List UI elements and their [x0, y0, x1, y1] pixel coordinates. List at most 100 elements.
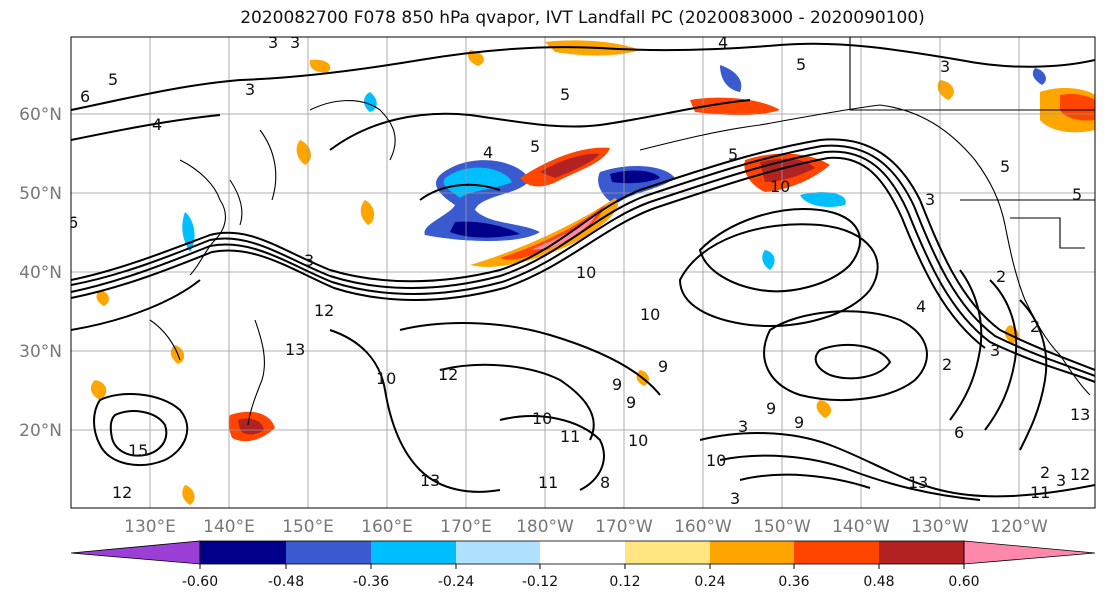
contour-label: 12 — [112, 483, 132, 502]
lon-label: 140°E — [203, 517, 255, 537]
lat-label: 40°N — [19, 263, 62, 283]
colorbar-tick-label: -0.24 — [438, 574, 474, 590]
contour-label: 3 — [268, 33, 278, 52]
contour-label: 13 — [908, 473, 928, 492]
lat-label: 50°N — [19, 184, 62, 204]
contour-label: 12 — [314, 301, 334, 320]
colorbar-segment — [456, 541, 540, 564]
colorbar-tick-label: 0.24 — [694, 574, 725, 590]
longitude-labels: 130°E 140°E 150°E 160°E 170°E 180°W 170°… — [124, 517, 1048, 537]
colorbar-segment — [879, 541, 964, 564]
contour-label: 12 — [1070, 465, 1090, 484]
contour-label: 3 — [990, 341, 1000, 360]
colorbar-segment — [371, 541, 456, 564]
colorbar-segment — [286, 541, 371, 564]
contour-label: 4 — [483, 143, 493, 162]
contour-label: 13 — [1070, 405, 1090, 424]
lon-label: 150°E — [282, 517, 334, 537]
contour-label: 10 — [376, 369, 396, 388]
colorbar-tick-label: -0.12 — [522, 574, 558, 590]
contour-label: 5 — [1072, 185, 1082, 204]
colorbar-extend-low — [70, 540, 201, 565]
lon-label: 130°E — [124, 517, 176, 537]
contour-label: 3 — [940, 57, 950, 76]
lon-label: 140°W — [832, 517, 890, 537]
colorbar-tick-label: 0.48 — [863, 574, 894, 590]
contour-label: 12 — [438, 365, 458, 384]
contour-label: 5 — [728, 145, 738, 164]
lat-label: 30°N — [19, 342, 62, 362]
contour-label: 15 — [128, 441, 148, 460]
colorbar-segment — [625, 541, 710, 564]
contour-label: 4 — [718, 33, 728, 52]
latitude-labels: 60°N 50°N 40°N 30°N 20°N — [19, 105, 62, 441]
contour-label: 5 — [530, 137, 540, 156]
contour-label: 2 — [996, 267, 1006, 286]
coastlines — [149, 37, 1095, 426]
lon-label: 180°W — [516, 517, 574, 537]
contour-label: 10 — [706, 451, 726, 470]
contour-label: 5 — [796, 55, 806, 74]
contour-label: 13 — [285, 340, 305, 359]
contour-label: 4 — [152, 115, 162, 134]
colorbar-tick-label: -0.36 — [353, 574, 389, 590]
lat-label: 60°N — [19, 105, 62, 125]
contour-label: 2 — [1030, 317, 1040, 336]
colorbar-segment — [710, 541, 794, 564]
colorbar-tick-label: -0.60 — [182, 574, 218, 590]
anomaly-fill-layer — [90, 40, 1095, 505]
colorbar-tick-label: 0.60 — [948, 574, 979, 590]
lon-label: 120°W — [990, 517, 1048, 537]
contour-label: 5 — [560, 85, 570, 104]
contour-label: 3 — [925, 190, 935, 209]
contour-labels: 3 3 5 4 5 3 6 4 3 5 5 4 5 5 10 3 2 2 4 5… — [68, 33, 1090, 508]
map-area: 3 3 5 4 5 3 6 4 3 5 5 4 5 5 10 3 2 2 4 5… — [68, 33, 1095, 508]
map-frame — [70, 36, 1096, 509]
contour-label: 9 — [794, 413, 804, 432]
contour-label: 11 — [1030, 483, 1050, 502]
contour-label: 6 — [80, 87, 90, 106]
contour-label: 5 — [108, 70, 118, 89]
contour-label: 3 — [1056, 471, 1066, 490]
colorbar-segment — [200, 541, 286, 564]
contour-label: 10 — [628, 431, 648, 450]
contour-label: 9 — [626, 393, 636, 412]
contour-label: 10 — [532, 409, 552, 428]
colorbar-segment — [794, 541, 879, 564]
lon-label: 170°W — [595, 517, 653, 537]
contour-label: 3 — [245, 80, 255, 99]
contour-label: 9 — [658, 357, 668, 376]
lon-label: 130°W — [911, 517, 969, 537]
colorbar-tick-label: -0.48 — [268, 574, 304, 590]
colorbar: -0.60 -0.48 -0.36 -0.24 -0.12 0.12 0.24 … — [70, 540, 1096, 590]
contour-label: 4 — [916, 297, 926, 316]
lon-label: 150°W — [753, 517, 811, 537]
contour-label: 11 — [538, 473, 558, 492]
contour-label: 2 — [942, 355, 952, 374]
contour-label: 2 — [1040, 463, 1050, 482]
lon-label: 170°E — [440, 517, 492, 537]
contour-label: 3 — [290, 33, 300, 52]
contour-label: 11 — [560, 427, 580, 446]
contour-label: 8 — [600, 473, 610, 492]
contour-lines — [71, 42, 1095, 501]
contour-label: 6 — [954, 423, 964, 442]
lat-label: 20°N — [19, 421, 62, 441]
contour-label: 10 — [640, 305, 660, 324]
colorbar-tick-label: 0.12 — [609, 574, 640, 590]
map-title: 2020082700 F078 850 hPa qvapor, IVT Land… — [240, 8, 925, 28]
contour-label: 3 — [738, 417, 748, 436]
contour-label: 3 — [730, 489, 740, 508]
contour-label: 6 — [68, 213, 78, 232]
contour-label: 9 — [766, 399, 776, 418]
lon-label: 160°W — [674, 517, 732, 537]
contour-label: 13 — [420, 471, 440, 490]
colorbar-segment — [540, 541, 625, 564]
contour-label: 10 — [576, 263, 596, 282]
contour-label: 9 — [612, 375, 622, 394]
colorbar-tick-label: 0.36 — [778, 574, 809, 590]
contour-label: 10 — [770, 177, 790, 196]
colorbar-extend-high — [963, 540, 1096, 565]
contour-label: 5 — [1000, 157, 1010, 176]
